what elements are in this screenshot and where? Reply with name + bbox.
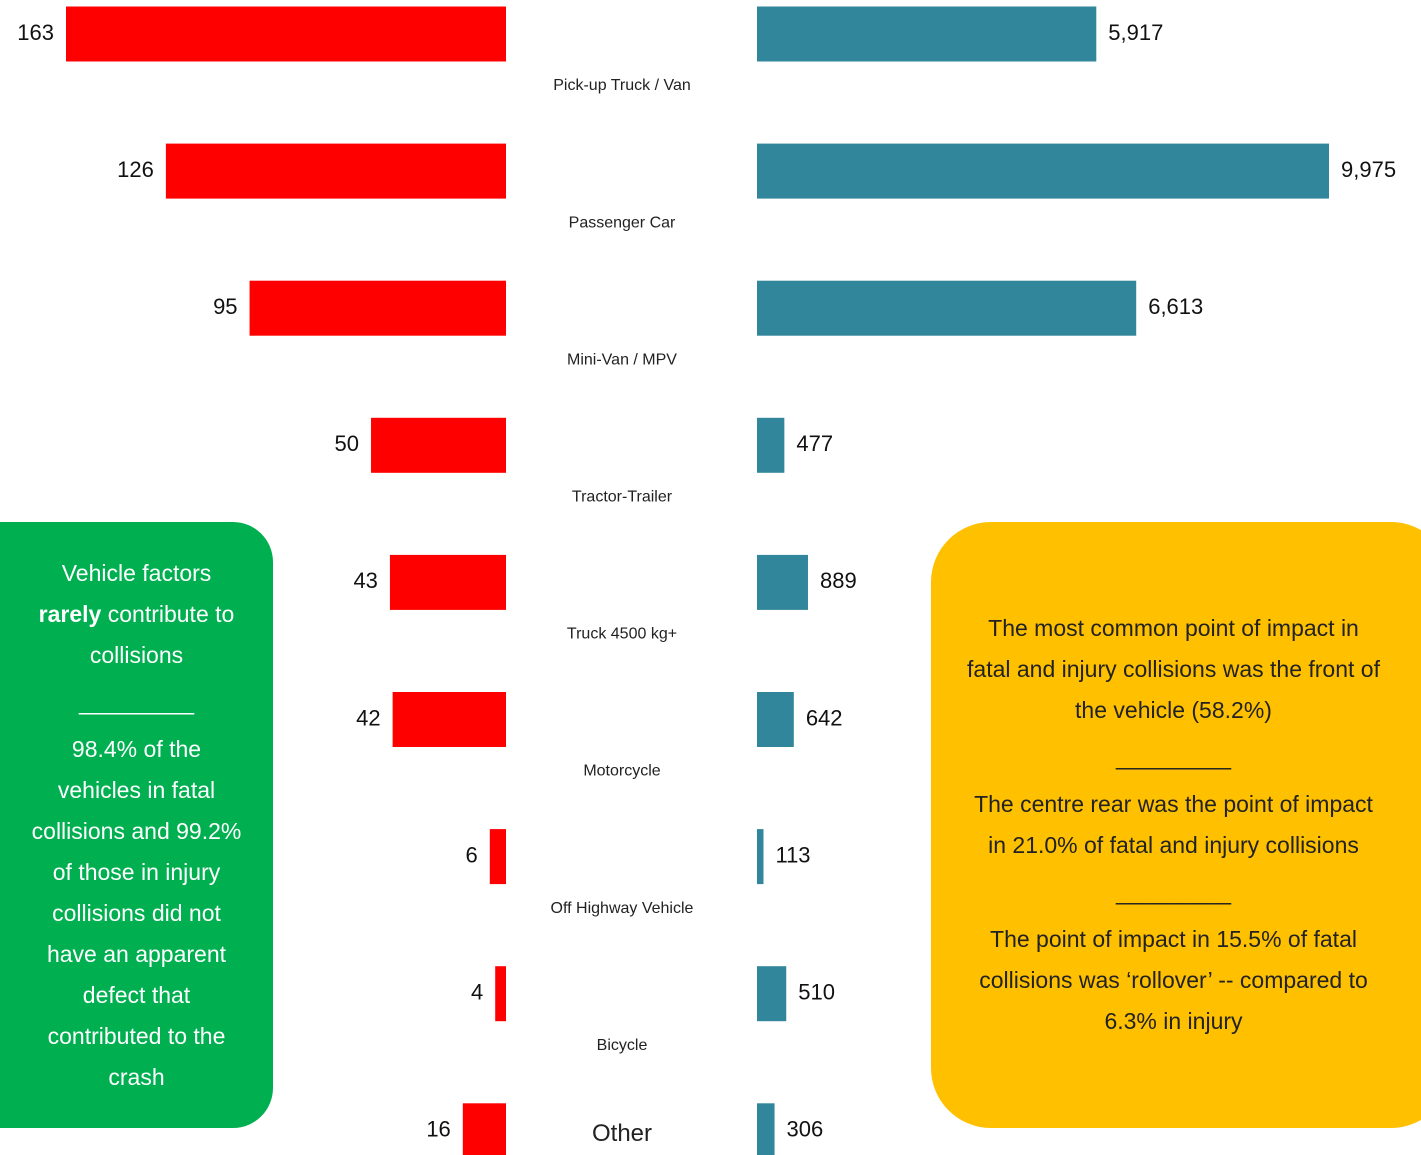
injury-value-label: 306 [787,1117,824,1142]
injury-bar [757,966,787,1022]
note-text: The point of impact in 15.5% of fatal co… [979,926,1368,1034]
injury-bar [757,692,794,747]
injury-value-label: 477 [796,431,833,456]
injury-value-label: 642 [806,705,843,730]
category-label: Passenger Car [569,214,676,231]
injury-value-label: 5,917 [1108,20,1163,45]
fatal-value-label: 16 [426,1117,450,1142]
injury-bar [757,143,1329,199]
injury-value-label: 6,613 [1148,294,1203,319]
fatal-value-label: 42 [356,705,380,730]
fatal-bar [66,6,506,62]
right-note: The most common point of impact in fatal… [931,522,1421,1128]
fatal-bar [392,692,506,747]
note-text: Vehicle factors rarely contribute to col… [30,553,243,676]
category-label: Off Highway Vehicle [551,900,694,917]
category-label: Other [592,1120,652,1147]
injury-bar [757,280,1137,336]
category-label: Bicycle [597,1037,648,1054]
category-label: Truck 4500 kg+ [567,626,677,643]
injury-value-label: 889 [820,568,857,593]
fatal-bar [489,829,506,885]
fatal-bar [249,280,506,336]
fatal-value-label: 163 [17,20,54,45]
fatal-bar [495,966,506,1022]
injury-bar [757,1103,775,1155]
fatal-value-label: 6 [466,842,478,867]
note-text: contribute to collisions [89,600,235,668]
note-text: The most common point of impact in fatal… [967,615,1380,723]
fatal-value-label: 126 [117,157,154,182]
fatal-bar [371,417,506,473]
fatal-value-label: 4 [471,980,483,1005]
injury-value-label: 113 [775,842,810,867]
note-text: Vehicle factors [61,559,212,586]
category-label: Mini-Van / MPV [567,351,677,368]
injury-bar [757,554,808,610]
note-rule: _________ [1115,744,1232,770]
fatal-value-label: 50 [335,431,359,456]
note-rule: _________ [78,688,195,715]
note-text: The centre rear was the point of impact … [974,791,1373,858]
fatal-bar [462,1103,506,1155]
injury-value-label: 9,975 [1341,157,1396,182]
injury-bar [757,6,1097,62]
fatal-bar [165,143,506,199]
category-label: Motorcycle [583,763,660,780]
note-rule: _________ [1115,879,1232,905]
note-text: 98.4% of the vehicles in fatal collision… [31,735,242,1090]
fatal-value-label: 43 [353,568,377,593]
category-label: Tractor-Trailer [572,489,673,506]
category-label: Pick-up Truck / Van [553,77,691,94]
injury-bar [757,417,785,473]
injury-value-label: 510 [798,980,835,1005]
fatal-bar [389,554,506,610]
fatal-value-label: 95 [213,294,237,319]
injury-bar [757,829,764,885]
note-emphasis: rarely [38,600,102,627]
left-note: Vehicle factors rarely contribute to col… [0,522,273,1128]
